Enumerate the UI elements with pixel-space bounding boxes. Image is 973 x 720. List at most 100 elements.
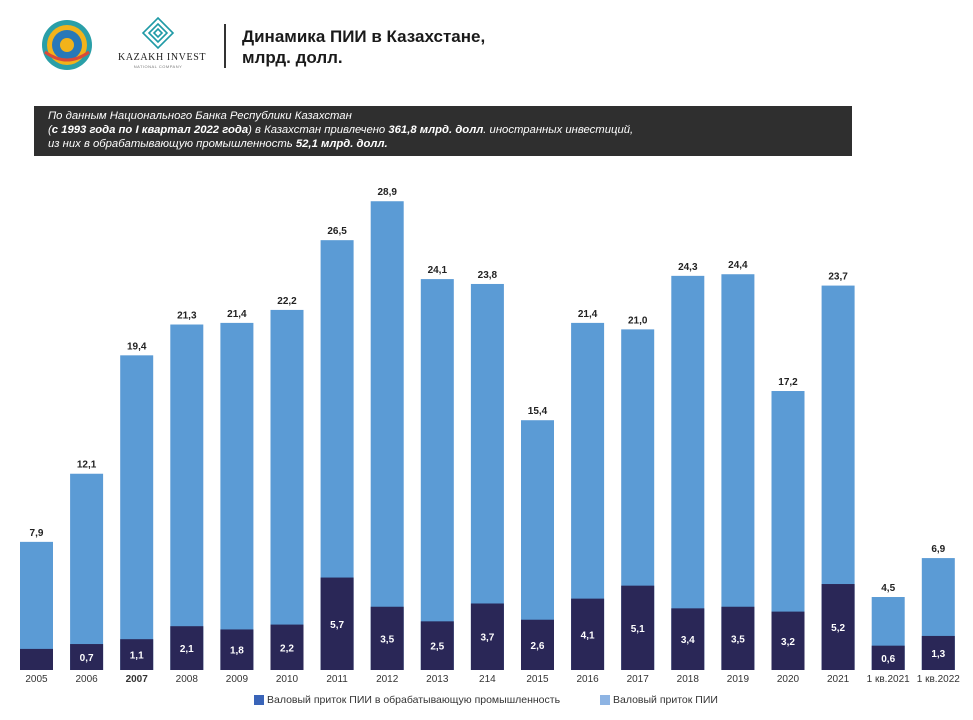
bar-manufacturing — [871, 645, 905, 670]
title-divider — [224, 24, 226, 68]
x-tick-label: 2019 — [727, 674, 750, 685]
data-label-total: 21,0 — [628, 315, 648, 326]
bar-manufacturing — [521, 619, 554, 670]
x-tick-label: 2012 — [376, 674, 399, 685]
data-label-manufacturing: 3,5 — [380, 634, 394, 645]
info-banner: По данным Национального Банка Республики… — [34, 106, 852, 156]
data-label-total: 17,2 — [778, 377, 798, 388]
x-tick-label: 2013 — [426, 674, 449, 685]
data-label-total: 21,4 — [578, 309, 598, 320]
data-label-manufacturing: 2,6 — [531, 641, 545, 652]
data-label-manufacturing: 5,1 — [631, 624, 645, 635]
data-label-manufacturing: 3,5 — [731, 634, 745, 645]
data-label-manufacturing: 2,5 — [430, 642, 444, 653]
x-tick-label: 2017 — [627, 674, 650, 685]
bar-total — [220, 322, 254, 670]
page-title-line1: Динамика ПИИ в Казахстане, — [242, 27, 486, 46]
info-total-amount: 361,8 млрд. долл — [388, 124, 484, 136]
bar-manufacturing — [821, 584, 855, 670]
logo-subtitle: NATIONAL COMPANY — [133, 64, 183, 69]
info-manufacturing-amount: 52,1 млрд. долл. — [295, 138, 388, 150]
data-label-total: 21,3 — [177, 311, 197, 322]
x-tick-label: 2006 — [75, 674, 98, 685]
logo-name: KAZAKH INVEST — [118, 52, 207, 63]
info-line-1: По данным Национального Банка Республики… — [48, 110, 352, 122]
data-label-manufacturing: 1,3 — [931, 649, 945, 660]
x-tick-label: 2018 — [677, 674, 700, 685]
kazakhstan-emblem-logo — [40, 18, 94, 72]
data-label-total: 12,1 — [77, 460, 97, 471]
bar-manufacturing — [921, 635, 955, 670]
bar-manufacturing — [170, 626, 204, 670]
bar-manufacturing — [621, 585, 655, 670]
bar-manufacturing — [370, 606, 404, 670]
bar-total — [370, 201, 404, 670]
x-tick-label: 2008 — [176, 674, 199, 685]
bar-manufacturing — [470, 603, 504, 670]
x-tick-label: 2011 — [326, 674, 348, 685]
bar-total — [671, 275, 705, 670]
legend-item-total: Валовый приток ПИИ — [600, 694, 718, 706]
bar-manufacturing — [220, 629, 254, 670]
info-line-3-start: из них в обрабатывающую промышленность — [48, 138, 296, 150]
legend-label-manufacturing: Валовый приток ПИИ в обрабатывающую пром… — [267, 694, 561, 706]
info-line-3: из них в обрабатывающую промышленность 5… — [48, 137, 852, 151]
legend-item-manufacturing: Валовый приток ПИИ в обрабатывающую пром… — [254, 694, 560, 706]
data-label-total: 24,1 — [428, 265, 448, 276]
bar-manufacturing — [721, 606, 755, 670]
page-title: Динамика ПИИ в Казахстане, млрд. долл. — [242, 26, 485, 68]
data-label-total: 28,9 — [377, 187, 397, 198]
bar-total — [170, 324, 204, 670]
x-tick-label: 1 кв.2022 — [917, 674, 960, 685]
x-tick-label: 2021 — [827, 674, 850, 685]
data-label-manufacturing: 5,2 — [831, 623, 845, 634]
info-line-2: (с 1993 года по I квартал 2022 года) в К… — [48, 123, 852, 137]
x-tick-label: 214 — [479, 674, 496, 685]
data-label-total: 26,5 — [327, 226, 347, 237]
bar-manufacturing — [771, 611, 805, 670]
bar-manufacturing — [70, 644, 104, 670]
bar-total — [20, 541, 53, 670]
info-line-2-open: ( — [48, 124, 52, 136]
data-label-manufacturing: 2,2 — [280, 643, 294, 654]
legend-swatch-total — [600, 695, 610, 705]
data-label-total: 23,7 — [828, 272, 848, 283]
data-label-total: 22,2 — [277, 296, 297, 307]
data-label-manufacturing: 0,7 — [80, 653, 94, 664]
data-label-manufacturing: 2,1 — [180, 644, 194, 655]
data-label-total: 21,4 — [227, 309, 247, 320]
bar-manufacturing — [120, 639, 154, 670]
x-tick-label: 2009 — [226, 674, 249, 685]
fdi-bar-chart: 7,9 2005 12,1 0,7 2006 19,4 1,1 2007 21,3 2,1 2008… — [20, 187, 960, 685]
bar-manufacturing — [420, 621, 454, 670]
info-period: с 1993 года по I квартал 2022 года — [51, 124, 249, 136]
info-line-2-end: . иностранных инвестиций, — [483, 124, 634, 136]
bar-total — [70, 473, 104, 670]
bar-manufacturing — [270, 624, 304, 670]
x-tick-label: 2010 — [276, 674, 299, 685]
data-label-manufacturing: 3,7 — [480, 633, 494, 644]
data-label-manufacturing: 4,1 — [581, 630, 595, 641]
bar-total — [721, 274, 755, 670]
data-label-manufacturing: 1,8 — [230, 646, 244, 657]
bar-manufacturing — [571, 598, 605, 670]
data-label-manufacturing: 1,1 — [130, 651, 144, 662]
x-tick-label: 1 кв.2021 — [867, 674, 910, 685]
bar-manufacturing — [20, 648, 53, 670]
x-tick-label: 2007 — [126, 674, 149, 685]
kazakh-invest-diamond-icon — [141, 16, 175, 50]
bar-total — [270, 309, 304, 670]
legend-label-total: Валовый приток ПИИ — [613, 694, 718, 706]
data-label-total: 23,8 — [478, 270, 498, 281]
bar-manufacturing — [671, 608, 705, 670]
data-label-total: 7,9 — [30, 528, 44, 539]
bar-total — [120, 355, 154, 670]
data-label-total: 24,4 — [728, 260, 748, 271]
page-title-line2: млрд. долл. — [242, 48, 343, 67]
x-tick-label: 2005 — [25, 674, 48, 685]
data-label-total: 6,9 — [931, 544, 945, 555]
legend-swatch-manufacturing — [254, 695, 264, 705]
x-tick-label: 2016 — [576, 674, 599, 685]
data-label-manufacturing: 3,2 — [781, 637, 795, 648]
data-label-manufacturing: 5,7 — [330, 620, 344, 631]
